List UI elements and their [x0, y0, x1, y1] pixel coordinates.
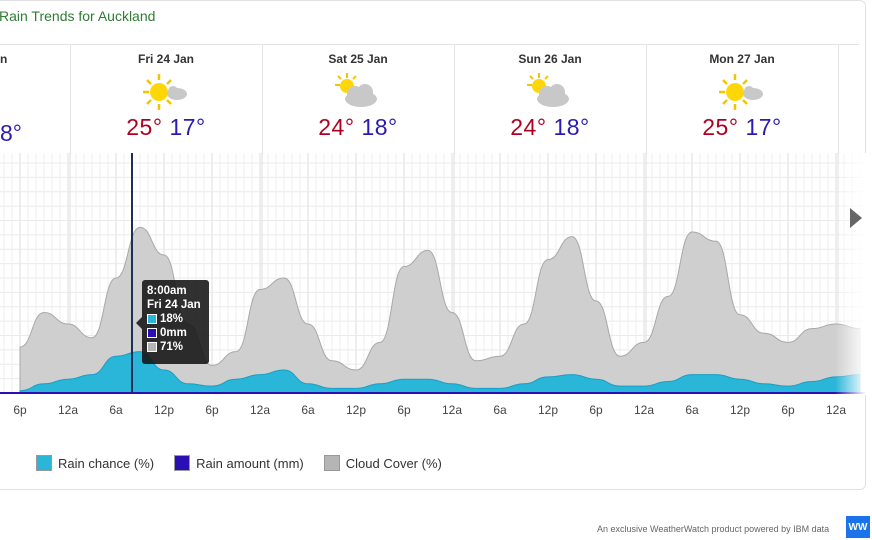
- day-column-sun[interactable]: Sun 26 Jan 24° 18°: [454, 44, 645, 154]
- legend-swatch: [36, 455, 52, 471]
- partial-day-name: n: [0, 52, 8, 66]
- header-divider: [0, 44, 859, 45]
- temp-min: 18°: [553, 114, 590, 140]
- x-tick-label: 6a: [493, 403, 507, 417]
- weatherwatch-logo: WW: [846, 516, 870, 538]
- sun-mostly-icon: [719, 74, 763, 110]
- temp-min: 17°: [169, 114, 206, 140]
- x-tick-label: 12a: [58, 403, 78, 417]
- x-tick-label: 12a: [826, 403, 846, 417]
- x-tick-label: 6p: [781, 403, 795, 417]
- tooltip-date: Fri 24 Jan: [147, 299, 201, 311]
- x-tick-label: 6a: [109, 403, 123, 417]
- x-tick-label: 6p: [589, 403, 603, 417]
- rain-amount-swatch: [147, 328, 157, 338]
- tooltip-pointer: [136, 317, 142, 329]
- temp-min: 18°: [361, 114, 398, 140]
- x-tick-label: 12p: [154, 403, 174, 417]
- x-tick-label: 12a: [250, 403, 270, 417]
- x-tick-label: 12p: [538, 403, 558, 417]
- x-tick-label: 6a: [301, 403, 315, 417]
- x-tick-label: 6p: [13, 403, 27, 417]
- cloud-cover-area: [19, 226, 861, 394]
- page-title: Rain Trends for Auckland: [0, 8, 156, 24]
- sun-mostly-icon: [143, 74, 187, 110]
- next-arrow-icon[interactable]: [850, 208, 862, 228]
- day-column-fri[interactable]: Fri 24 Jan 25° 17°: [70, 44, 261, 154]
- legend-item-rain-amount[interactable]: Rain amount (mm): [174, 455, 304, 471]
- x-tick-label: 6a: [685, 403, 699, 417]
- rain-chance-swatch: [147, 314, 157, 324]
- right-fade: [835, 153, 866, 395]
- x-tick-label: 12p: [730, 403, 750, 417]
- day-name: Sun 26 Jan: [518, 52, 582, 66]
- legend-label: Rain amount (mm): [196, 455, 304, 471]
- footer-credit: An exclusive WeatherWatch product powere…: [597, 524, 830, 534]
- cloud-cover-swatch: [147, 342, 157, 352]
- temp-max: 25°: [126, 114, 163, 140]
- day-column-mon[interactable]: Mon 27 Jan 25° 17°: [646, 44, 837, 154]
- legend-item-rain-chance[interactable]: Rain chance (%): [36, 455, 154, 471]
- rain-chance-area: [19, 351, 861, 394]
- day-column-next: [838, 44, 868, 154]
- tooltip-rain-chance: 18%: [160, 313, 184, 325]
- legend-item-cloud-cover[interactable]: Cloud Cover (%): [323, 455, 442, 471]
- day-name: Mon 27 Jan: [709, 52, 775, 66]
- x-tick-label: 12a: [634, 403, 654, 417]
- temp-max: 24°: [318, 114, 355, 140]
- tooltip-time: 8:00am: [147, 285, 187, 297]
- day-column-sat[interactable]: Sat 25 Jan 24° 18°: [262, 44, 453, 154]
- legend-swatch: [174, 455, 191, 471]
- x-tick-label: 6p: [205, 403, 219, 417]
- cloud-sun-icon: [527, 73, 569, 107]
- temp-max: 25°: [702, 114, 739, 140]
- day-name: Fri 24 Jan: [137, 52, 195, 66]
- chart-legend: Rain chance (%) Rain amount (mm) Cloud C…: [36, 455, 462, 471]
- chart-tooltip: 8:00am Fri 24 Jan 18% 0mm 71%: [142, 280, 209, 364]
- legend-label: Cloud Cover (%): [345, 455, 442, 471]
- tooltip-cloud-cover: 71%: [160, 341, 184, 353]
- temp-max: 24°: [510, 114, 547, 140]
- tooltip-rain-amount: 0mm: [160, 327, 187, 339]
- cloud-sun-icon: [335, 73, 377, 107]
- legend-label: Rain chance (%): [58, 455, 155, 471]
- x-tick-label: 12a: [442, 403, 462, 417]
- day-name: Sat 25 Jan: [328, 52, 388, 66]
- partial-day-temp: 8°: [0, 120, 22, 146]
- rain-trends-chart[interactable]: 6p 12a 6a 12p 6p 12a 6a 12p 6p 12a 6a 12p 6p 12a 6a 12p…: [0, 153, 866, 423]
- x-tick-label: 12p: [346, 403, 366, 417]
- legend-swatch: [323, 455, 340, 471]
- x-tick-label: 6p: [397, 403, 411, 417]
- temp-min: 17°: [745, 114, 782, 140]
